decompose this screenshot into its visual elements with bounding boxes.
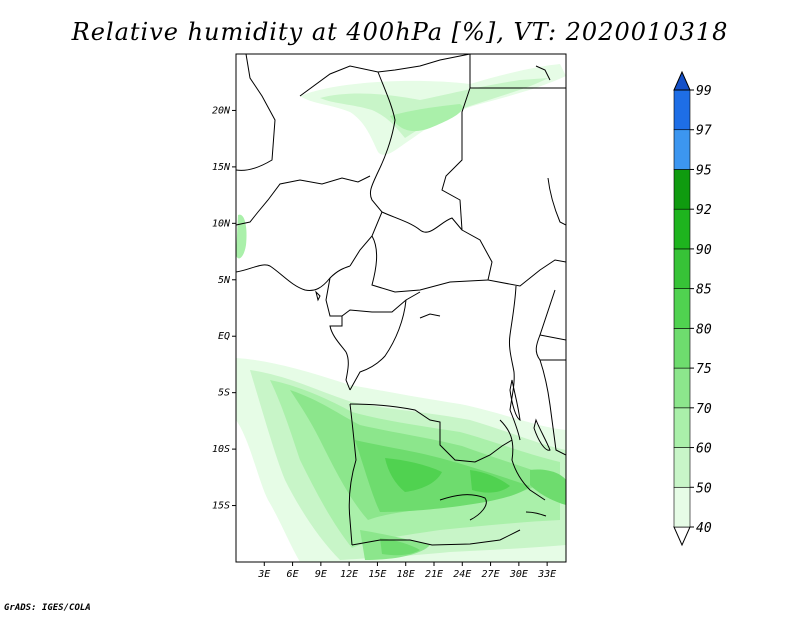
colorbar-label: 75 <box>696 362 712 377</box>
lon-tick-label: 6E <box>287 569 299 580</box>
humidity-region <box>355 440 530 512</box>
lon-tick-label: 30E <box>509 569 528 580</box>
lon-tick-label: 9E <box>315 569 327 580</box>
colorbar-bin <box>673 208 691 250</box>
colorbar-label: 92 <box>696 203 712 218</box>
longitude-axis: 3E 6E 9E 12E 15E 18E 21E 24E 27E 30E 33E <box>257 562 556 580</box>
colorbar-bin <box>673 89 691 131</box>
lon-tick-label: 18E <box>397 569 415 580</box>
lat-tick-label: 5N <box>218 275 231 286</box>
colorbar-bin <box>673 486 691 528</box>
humidity-region <box>385 458 442 492</box>
colorbar-label: 95 <box>696 163 712 178</box>
colorbar-bin <box>673 407 691 448</box>
colorbar-bin <box>673 169 691 210</box>
colorbar-bin <box>673 526 691 547</box>
colorbar-label: 97 <box>696 124 712 139</box>
lon-tick-label: 33E <box>537 569 556 580</box>
lake-outlines <box>315 290 551 517</box>
lat-tick-label: EQ <box>218 331 230 342</box>
lat-tick-label: 15S <box>212 501 230 512</box>
colorbar-bin <box>673 367 691 409</box>
humidity-region <box>470 470 510 493</box>
humidity-region <box>236 214 247 259</box>
colorbar: 40 50 60 70 75 80 85 90 92 95 97 99 <box>673 70 712 547</box>
colorbar-label: 70 <box>696 402 712 417</box>
humidity-shading <box>236 64 566 562</box>
humidity-region <box>380 538 420 556</box>
colorbar-bin <box>673 129 691 170</box>
lon-tick-label: 15E <box>368 569 386 580</box>
humidity-region <box>390 104 463 132</box>
humidity-region <box>530 469 566 505</box>
credit-text: GrADS: IGES/COLA <box>4 603 91 613</box>
colorbar-label: 80 <box>696 322 712 337</box>
lon-tick-label: 12E <box>340 569 358 580</box>
colorbar-label: 60 <box>696 442 712 457</box>
colorbar-label: 99 <box>696 84 712 99</box>
colorbar-bin <box>673 447 691 488</box>
lat-tick-label: 20N <box>212 105 231 116</box>
lon-tick-label: 3E <box>257 569 270 580</box>
lat-tick-label: 10N <box>212 218 231 229</box>
map-title: Relative humidity at 400hPa [%], VT: 202… <box>71 18 729 46</box>
lon-tick-label: 27E <box>482 569 500 580</box>
colorbar-label: 50 <box>696 481 712 496</box>
lat-tick-label: 15N <box>212 162 231 173</box>
lat-tick-label: 10S <box>212 444 230 455</box>
lat-tick-label: 5S <box>218 388 230 399</box>
colorbar-label: 40 <box>696 521 712 536</box>
colorbar-bin <box>673 288 691 329</box>
latitude-axis: 20N 15N 10N 5N EQ 5S 10S 15S <box>212 105 236 512</box>
colorbar-bin <box>673 70 691 91</box>
lon-tick-label: 24E <box>453 569 471 580</box>
country-borders <box>236 54 566 546</box>
lon-tick-label: 21E <box>425 569 443 580</box>
colorbar-label: 90 <box>696 243 712 258</box>
map-frame <box>235 53 567 563</box>
colorbar-label: 85 <box>696 283 712 298</box>
colorbar-bin <box>673 328 691 369</box>
colorbar-bin <box>673 248 691 289</box>
